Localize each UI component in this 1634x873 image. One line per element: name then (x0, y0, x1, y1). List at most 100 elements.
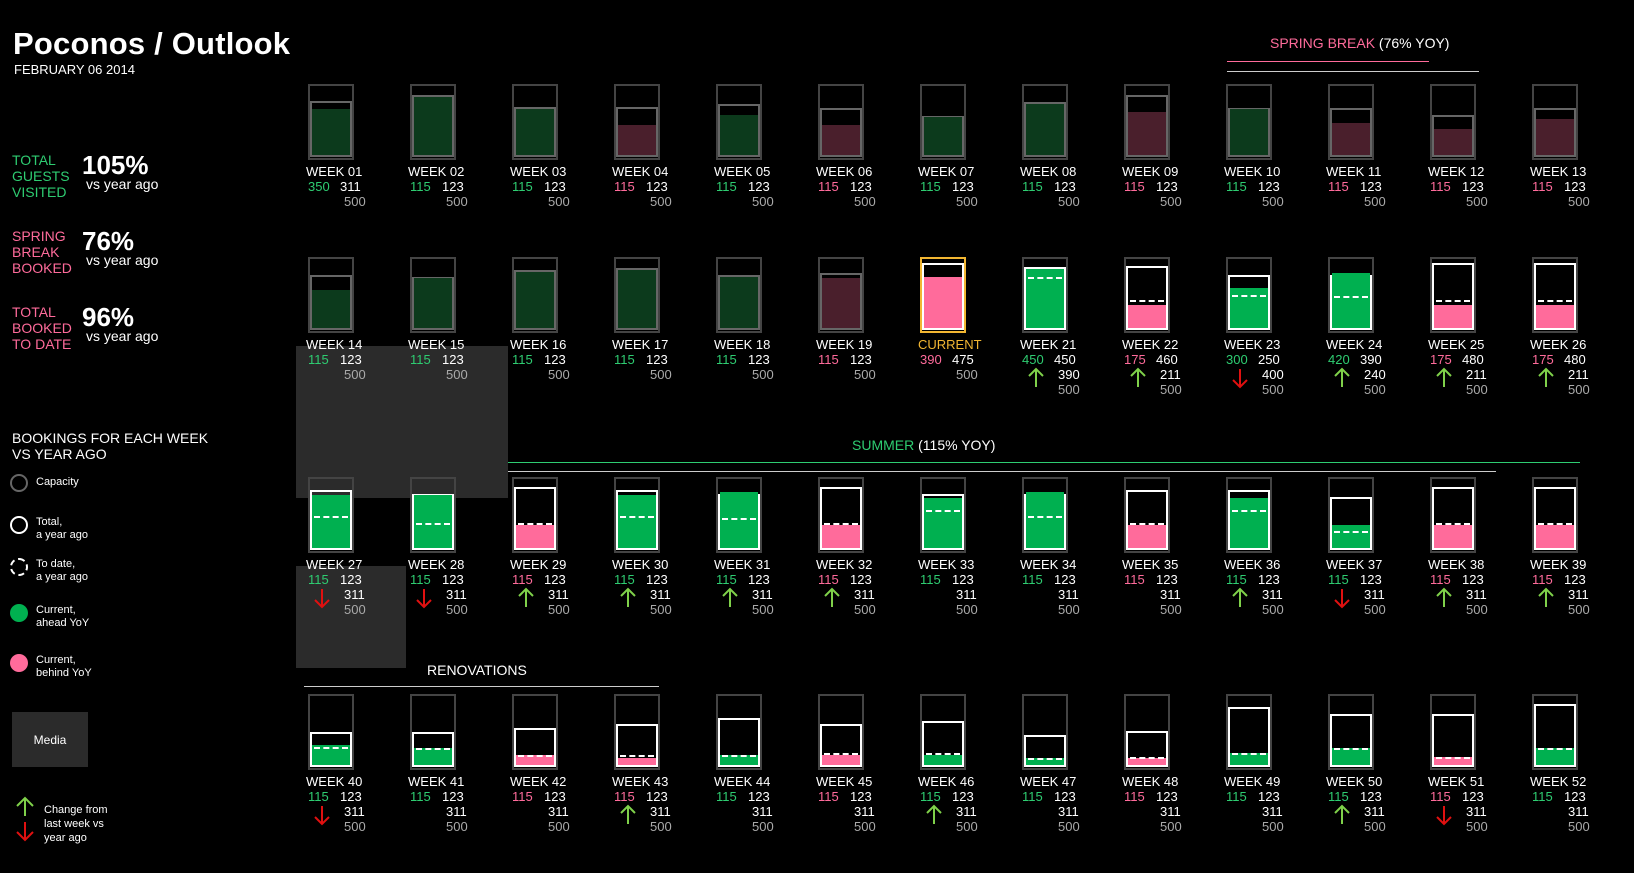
to-date-year-ago-value: 311 (1058, 587, 1079, 602)
week-card[interactable]: WEEK 36 115 123 311 500 (1214, 474, 1324, 629)
current-bookings-fill (618, 270, 656, 328)
week-card[interactable]: WEEK 39 115 123 311 500 (1520, 474, 1630, 629)
week-card[interactable]: WEEK 03 115 123 500 (500, 81, 610, 236)
arrow-up-icon (1334, 804, 1350, 824)
capacity-value: 500 (1058, 602, 1080, 617)
week-card[interactable]: WEEK 31 115 123 311 500 (704, 474, 814, 629)
week-card[interactable]: WEEK 10 115 123 500 (1214, 81, 1324, 236)
to-date-year-ago-value: 311 (1058, 804, 1079, 819)
week-card[interactable]: WEEK 06 115 123 500 (806, 81, 916, 236)
week-card[interactable]: WEEK 01 350 311 500 (296, 81, 406, 236)
capacity-value: 500 (1568, 602, 1590, 617)
week-card[interactable]: WEEK 26 175 480 211 500 (1520, 254, 1630, 409)
current-bookings-fill (822, 125, 860, 155)
week-card[interactable]: WEEK 14 115 123 500 (296, 257, 406, 498)
current-week-card[interactable]: CURRENT 390 475 500 (908, 254, 1018, 409)
week-card[interactable]: WEEK 16 115 123 500 (500, 254, 610, 409)
to-date-year-ago-value: 311 (752, 587, 773, 602)
week-card[interactable]: WEEK 27 115 123 311 500 (296, 477, 406, 668)
to-date-year-ago-line (926, 510, 960, 512)
arrow-up-icon (722, 587, 738, 607)
current-bookings-fill (1128, 112, 1166, 155)
week-card[interactable]: WEEK 18 115 123 500 (704, 254, 814, 409)
capacity-value: 500 (650, 194, 672, 209)
current-value: 450 (1022, 352, 1044, 367)
week-card[interactable]: WEEK 38 115 123 311 500 (1418, 474, 1528, 629)
week-card[interactable]: WEEK 30 115 123 311 500 (602, 474, 712, 629)
to-date-year-ago-line (314, 516, 348, 518)
week-card[interactable]: WEEK 48 115 123 311 500 (1112, 691, 1222, 846)
week-card[interactable]: WEEK 22 175 460 211 500 (1112, 254, 1222, 409)
week-card[interactable]: WEEK 25 175 480 211 500 (1418, 254, 1528, 409)
current-bookings-fill (1536, 525, 1574, 548)
week-card[interactable]: WEEK 47 115 123 311 500 (1010, 691, 1120, 846)
week-card[interactable]: WEEK 02 115 123 500 (398, 81, 508, 236)
week-card[interactable]: WEEK 34 115 123 311 500 (1010, 474, 1120, 629)
capacity-box (1430, 84, 1476, 160)
to-date-year-ago-line (1538, 748, 1572, 750)
media-button[interactable]: Media (12, 712, 88, 767)
total-year-ago-box (412, 95, 454, 157)
current-bookings-fill (516, 755, 554, 765)
week-card[interactable]: WEEK 33 115 123 311 500 (908, 474, 1018, 629)
current-bookings-fill (1332, 748, 1370, 765)
week-card[interactable]: WEEK 51 115 123 311 500 (1418, 691, 1528, 846)
capacity-box (1430, 477, 1476, 553)
week-card[interactable]: WEEK 40 115 123 311 500 (296, 691, 406, 846)
current-value: 115 (1226, 179, 1247, 194)
week-card[interactable]: WEEK 32 115 123 311 500 (806, 474, 916, 629)
total-year-ago-value: 123 (1054, 179, 1076, 194)
total-year-ago-box (1126, 731, 1168, 767)
week-card[interactable]: WEEK 23 300 250 400 500 (1214, 254, 1324, 409)
week-card[interactable]: WEEK 11 115 123 500 (1316, 81, 1426, 236)
week-card[interactable]: WEEK 43 115 123 311 500 (602, 691, 712, 846)
week-card[interactable]: WEEK 13 115 123 500 (1520, 81, 1630, 236)
week-card[interactable]: WEEK 52 115 123 311 500 (1520, 691, 1630, 846)
total-year-ago-box (616, 268, 658, 330)
week-card[interactable]: WEEK 49 115 123 311 500 (1214, 691, 1324, 846)
kpi-label: SPRING BREAK BOOKED (12, 228, 72, 276)
total-year-ago-value: 250 (1258, 352, 1280, 367)
to-date-year-ago-value: 311 (446, 587, 467, 602)
week-card[interactable]: WEEK 08 115 123 500 (1010, 81, 1120, 236)
capacity-box (512, 694, 558, 770)
week-card[interactable]: WEEK 12 115 123 500 (1418, 81, 1528, 236)
week-card[interactable]: WEEK 05 115 123 500 (704, 81, 814, 236)
to-date-year-ago-value: 311 (650, 587, 671, 602)
week-card[interactable]: WEEK 46 115 123 311 500 (908, 691, 1018, 846)
week-card[interactable]: WEEK 37 115 123 311 500 (1316, 474, 1426, 629)
week-label: CURRENT (918, 337, 982, 352)
week-card[interactable]: WEEK 44 115 123 311 500 (704, 691, 814, 846)
arrow-up-icon (1028, 367, 1044, 387)
week-card[interactable]: WEEK 28 115 123 311 500 (398, 474, 508, 629)
total-year-ago-box (1432, 487, 1474, 550)
capacity-box (818, 694, 864, 770)
week-card[interactable]: WEEK 41 115 123 311 500 (398, 691, 508, 846)
week-card[interactable]: WEEK 24 420 390 240 500 (1316, 254, 1426, 409)
total-year-ago-value: 123 (1462, 179, 1484, 194)
week-card[interactable]: WEEK 15 115 123 500 (398, 257, 508, 498)
week-card[interactable]: WEEK 29 115 123 311 500 (500, 474, 610, 629)
capacity-box (716, 257, 762, 333)
kpi-value: 76% (82, 226, 135, 256)
capacity-box (410, 477, 456, 553)
total-year-ago-box (514, 487, 556, 550)
total-year-ago-box (310, 275, 352, 330)
capacity-value: 500 (548, 367, 570, 382)
capacity-box (512, 84, 558, 160)
total-year-ago-value: 123 (442, 789, 464, 804)
week-card[interactable]: WEEK 07 115 123 500 (908, 81, 1018, 236)
week-card[interactable]: WEEK 50 115 123 311 500 (1316, 691, 1426, 846)
week-card[interactable]: WEEK 19 115 123 500 (806, 254, 916, 409)
to-date-year-ago-value: 311 (1568, 587, 1589, 602)
total-year-ago-value: 123 (1564, 572, 1586, 587)
week-card[interactable]: WEEK 21 450 450 390 500 (1010, 254, 1120, 409)
week-card[interactable]: WEEK 04 115 123 500 (602, 81, 712, 236)
week-card[interactable]: WEEK 35 115 123 311 500 (1112, 474, 1222, 629)
week-card[interactable]: WEEK 42 115 123 311 500 (500, 691, 610, 846)
current-value: 115 (1124, 179, 1145, 194)
week-card[interactable]: WEEK 45 115 123 311 500 (806, 691, 916, 846)
arrow-up-icon (620, 804, 636, 824)
week-card[interactable]: WEEK 09 115 123 500 (1112, 81, 1222, 236)
week-card[interactable]: WEEK 17 115 123 500 (602, 254, 712, 409)
